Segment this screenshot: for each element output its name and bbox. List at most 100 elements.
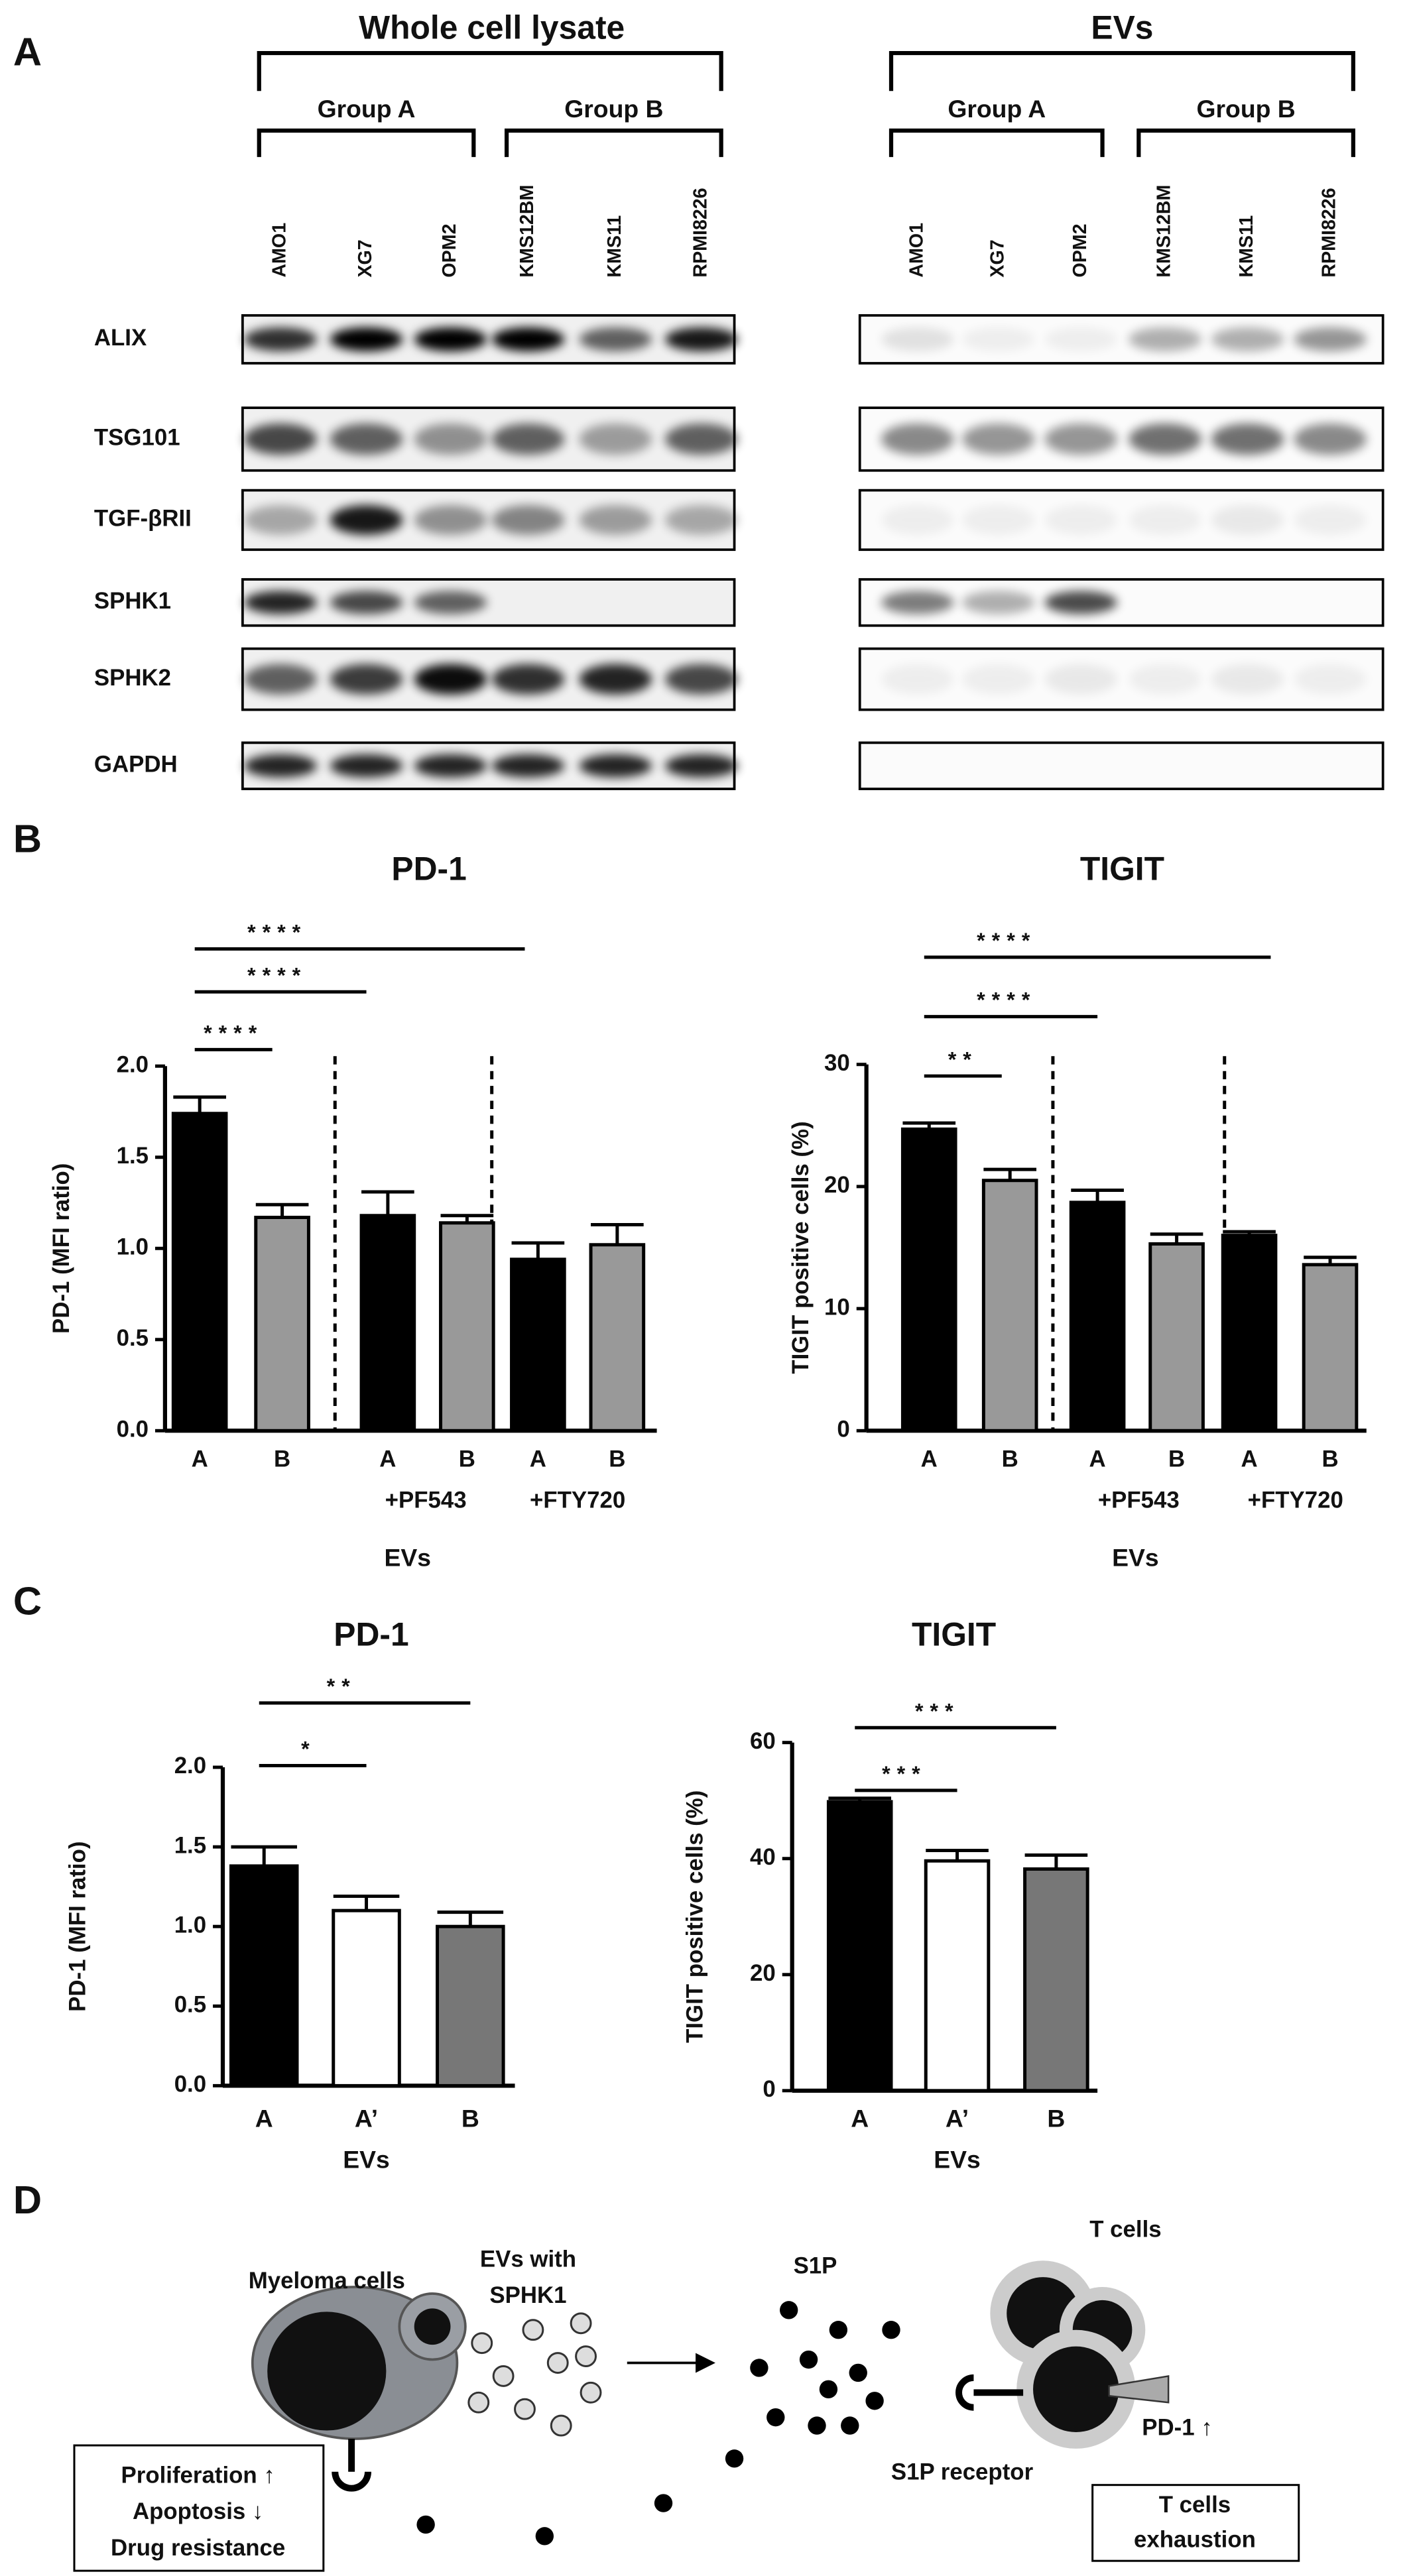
error-bar	[440, 1214, 494, 1223]
blot-band	[330, 327, 403, 351]
lane-label: XG7	[987, 239, 1008, 277]
error-bar	[333, 1895, 400, 1911]
y-tick-label: 2.0	[174, 1753, 206, 1779]
bracket	[1136, 128, 1355, 157]
bar	[589, 1243, 646, 1433]
blot-band	[881, 423, 954, 455]
blot-band	[244, 591, 317, 615]
diagram-label: PD-1 ↑	[1142, 2414, 1212, 2440]
y-tick-label: 0.5	[174, 1991, 206, 2017]
blot-band	[1129, 505, 1201, 535]
significance-label: **	[327, 1674, 357, 1698]
error-bar	[902, 1121, 956, 1130]
effect-label: Drug resistance	[111, 2535, 285, 2561]
x-tick-label: A	[921, 1446, 938, 1472]
blot-box	[858, 741, 1384, 790]
exhaustion-label: exhaustion	[1134, 2527, 1256, 2553]
panel-label: C	[13, 1578, 42, 1623]
diagram-label: EVs with	[480, 2246, 576, 2272]
error-bar	[511, 1241, 565, 1259]
y-tick-label: 60	[750, 1728, 776, 1754]
blot-band	[1129, 327, 1201, 351]
blot-band	[1211, 664, 1284, 695]
x-tick-label: A’	[946, 2105, 969, 2133]
significance-label: *	[301, 1737, 316, 1761]
group-label: +PF543	[385, 1488, 467, 1513]
y-tick-label: 0.0	[117, 1416, 149, 1442]
lane-label: RPMI8226	[690, 188, 711, 277]
diagram-label: S1P receptor	[891, 2459, 1034, 2485]
blot-band	[414, 505, 487, 535]
protein-label: SPHK2	[94, 665, 171, 691]
blot-band	[491, 327, 565, 351]
bar	[1148, 1242, 1205, 1433]
panel-label: A	[13, 29, 42, 74]
y-tick-label: 30	[824, 1050, 850, 1076]
x-tick-label: B	[1321, 1446, 1338, 1472]
x-axis-label: EVs	[1112, 1543, 1159, 1571]
diagram-label: S1P	[794, 2253, 837, 2278]
panel-label: D	[13, 2178, 42, 2222]
blot-band	[491, 423, 565, 455]
blot-band	[491, 754, 565, 778]
bar	[359, 1214, 416, 1433]
y-tick-label: 1.5	[174, 1832, 206, 1858]
x-tick-label: B	[1168, 1446, 1185, 1472]
x-tick-label: A	[192, 1446, 208, 1472]
blot-band	[881, 591, 954, 615]
protein-label: TGF-βRII	[94, 506, 192, 532]
blot-band	[491, 664, 565, 695]
blot-band	[1294, 327, 1367, 351]
x-tick-label: A	[379, 1446, 396, 1472]
bar	[439, 1221, 495, 1433]
significance-label: ***	[915, 1699, 960, 1723]
lane-label: OPM2	[439, 223, 460, 277]
y-tick-label: 20	[824, 1172, 850, 1198]
blot-title: EVs	[1091, 9, 1153, 46]
x-tick-label: A	[851, 2105, 869, 2133]
blot-band	[1294, 423, 1367, 455]
x-tick-label: A	[530, 1446, 546, 1472]
diagram-label: T cells	[1089, 2217, 1161, 2243]
blot-band	[1211, 423, 1284, 455]
y-tick-label: 1.5	[117, 1143, 149, 1169]
blot-band	[881, 505, 954, 535]
blot-band	[1044, 423, 1117, 455]
lane-label: KMS12BM	[517, 185, 538, 278]
bar	[254, 1216, 310, 1433]
blot-band	[244, 423, 317, 455]
blot-band	[579, 664, 652, 695]
y-axis-label: TIGIT positive cells (%)	[788, 1121, 814, 1374]
error-bar	[926, 1848, 989, 1861]
blot-box	[241, 314, 736, 365]
lane-label: KMS12BM	[1154, 185, 1175, 278]
error-bar	[173, 1095, 226, 1114]
significance-label: ****	[204, 1022, 263, 1045]
y-tick-label: 20	[750, 1960, 776, 1986]
chart-title: PD-1	[391, 850, 466, 888]
blot-band	[881, 327, 954, 351]
y-tick-label: 0	[763, 2076, 775, 2102]
bracket	[889, 128, 1105, 157]
blot-band	[1044, 505, 1117, 535]
error-bar	[231, 1845, 297, 1866]
group-label: +FTY720	[1248, 1488, 1343, 1513]
lane-label: KMS11	[604, 215, 625, 278]
blot-band	[414, 327, 487, 351]
error-bar	[361, 1190, 414, 1216]
blot-band	[881, 664, 954, 695]
blot-band	[330, 754, 403, 778]
blot-band	[330, 591, 403, 615]
x-tick-label: B	[274, 1446, 290, 1472]
blot-box	[241, 578, 736, 627]
error-bar	[255, 1202, 309, 1218]
bar	[171, 1112, 228, 1433]
lane-label: KMS11	[1236, 215, 1257, 278]
blot-band	[962, 505, 1035, 535]
y-tick-label: 0.5	[117, 1325, 149, 1351]
y-tick-label: 0.0	[174, 2072, 206, 2097]
effect-label: Apoptosis ↓	[133, 2498, 263, 2524]
lane-label: RPMI8226	[1319, 188, 1340, 277]
significance-label: ****	[977, 929, 1036, 953]
